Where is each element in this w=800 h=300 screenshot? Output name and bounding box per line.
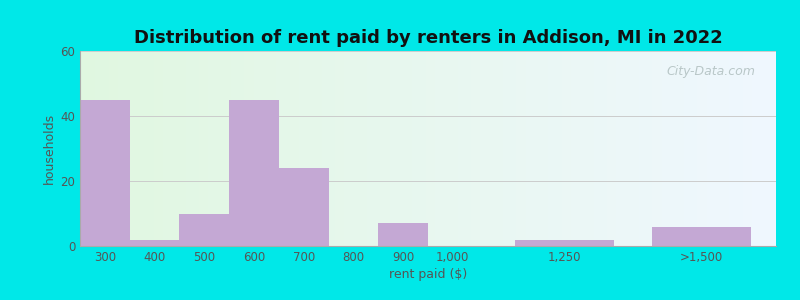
Bar	[515, 239, 614, 246]
Bar	[229, 100, 279, 246]
Bar	[279, 168, 329, 246]
Text: City-Data.com: City-Data.com	[666, 64, 755, 78]
Bar	[179, 214, 229, 246]
Bar	[378, 223, 428, 246]
X-axis label: rent paid ($): rent paid ($)	[389, 268, 467, 281]
Y-axis label: households: households	[43, 113, 56, 184]
Title: Distribution of rent paid by renters in Addison, MI in 2022: Distribution of rent paid by renters in …	[134, 29, 722, 47]
Bar	[652, 226, 751, 246]
Bar	[130, 239, 179, 246]
Bar	[80, 100, 130, 246]
